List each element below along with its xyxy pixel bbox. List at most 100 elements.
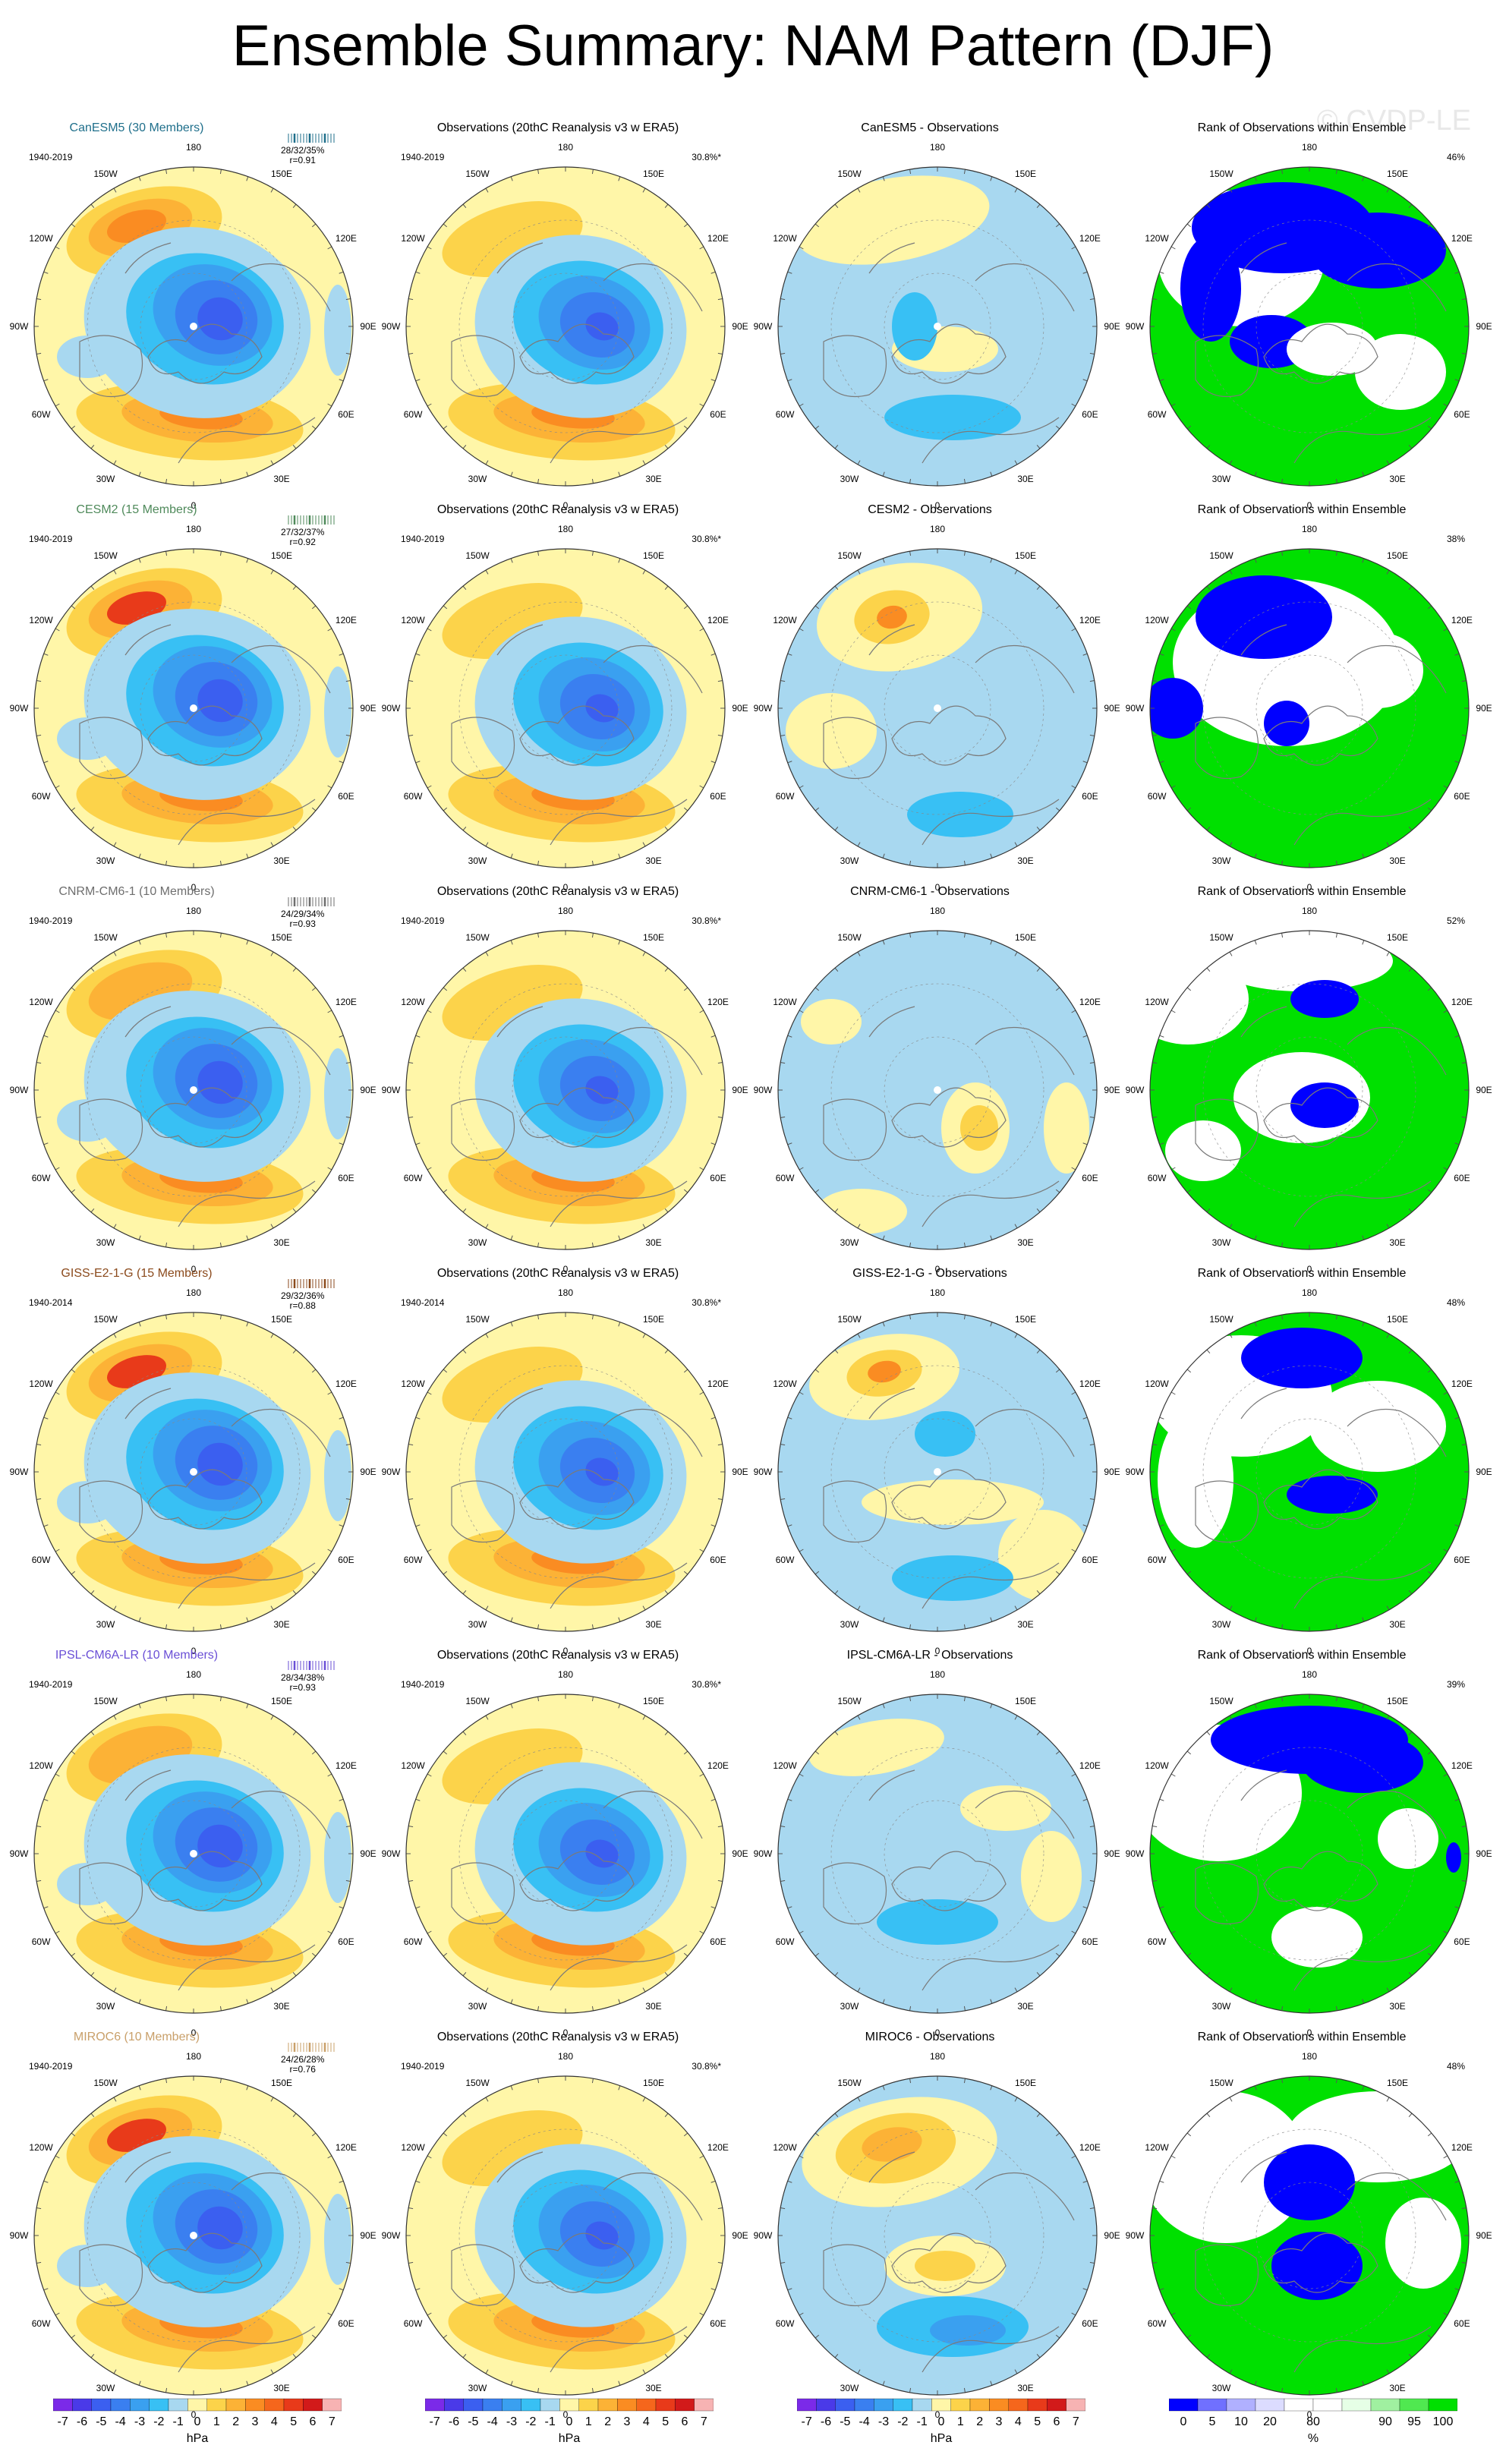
lon-label: 90E [1104,1085,1120,1095]
explained-variance: 30.8%* [692,1679,721,1690]
obs-polar-map [405,1312,726,1632]
obs-panel-cnrm-cm6-1: Observations (20thC Reanalysis v3 w ERA5… [372,885,748,1275]
lon-label: 180 [557,1287,574,1298]
lon-label: 150E [270,550,293,562]
lon-label: 180 [557,906,574,916]
member-range-strip [288,1279,335,1288]
lon-label: 90E [1476,321,1492,332]
pattern-correlation: r=0.88 [289,1300,316,1311]
pattern-correlation: r=0.93 [289,918,316,929]
member-range-strip [288,897,335,906]
lon-label: 120W [773,2142,797,2153]
lon-label: 60E [338,1936,354,1947]
lon-label: 150E [270,2078,293,2089]
lon-label: 30W [468,855,487,866]
period-label: 1940-2019 [401,1679,445,1690]
lon-label: 60E [1082,1936,1098,1947]
lon-label: 30W [96,473,115,484]
colorbar-tick: 80 [1306,2415,1320,2428]
lon-label: 0 [562,500,569,511]
lon-label: 60W [31,2318,51,2329]
lon-label: 0 [562,2409,569,2420]
lon-label: 120E [335,1379,357,1389]
colorbar-tick: 3 [251,2415,259,2428]
colorbar-tick: -5 [840,2415,851,2428]
lon-label: 60E [1454,2318,1470,2329]
lon-label: 120W [773,233,797,244]
model-polar-map [33,2075,354,2396]
lon-label: 30W [468,473,487,484]
lon-label: 30W [840,2000,859,2012]
diff-panel-title: CanESM5 - Observations [861,121,999,134]
lon-label: 60W [775,2318,795,2329]
lon-label: 30W [96,1618,115,1630]
obs-panel-title: Observations (20thC Reanalysis v3 w ERA5… [436,503,679,516]
lon-label: 180 [929,906,946,916]
lon-label: 150E [642,1314,665,1325]
lon-label: 150W [465,550,490,562]
lon-label: 90W [9,1085,29,1095]
rank-panel-cnrm-cm6-1: Rank of Observations within Ensemble 52% 1… [1116,885,1492,1275]
diff-panel-title: CESM2 - Observations [868,503,992,516]
diff-polar-map [777,1312,1098,1632]
rank-panel-title: Rank of Observations within Ensemble [1197,503,1407,516]
rank-polar-map [1149,2075,1470,2396]
colorbar-tick: -2 [525,2415,537,2428]
lon-label: 30W [840,473,859,484]
explained-variance: 30.8%* [692,1297,721,1308]
model-panel-title: MIROC6 (10 Members) [73,2031,200,2043]
lon-label: 60E [1454,1936,1470,1947]
lon-label: 60W [775,791,795,802]
lon-label: 150W [93,550,118,562]
lon-label: 120E [1451,1379,1473,1389]
colorbar-swatches [425,2398,714,2412]
obs-polar-map [405,1694,726,2014]
colorbar-tick: -1 [172,2415,184,2428]
lon-label: 150W [1209,169,1233,180]
lon-label: 60E [710,409,726,420]
lon-label: 90E [732,1085,748,1095]
lon-label: 150W [1209,2078,1233,2089]
model-polar-map [33,1694,354,2014]
lon-label: 30E [645,473,662,484]
lon-label: 150E [642,2078,665,2089]
lon-label: 90W [9,2230,29,2241]
colorbar-tick: 2 [976,2415,984,2428]
rank-panel-canesm5: Rank of Observations within Ensemble 46% 1… [1116,121,1492,511]
lon-label: 30W [468,1618,487,1630]
lon-label: 0 [191,500,197,511]
lon-label: 120W [29,1379,53,1389]
explained-variance: 30.8%* [692,152,721,162]
lon-label: 90W [753,1085,773,1095]
rank-panel-title: Rank of Observations within Ensemble [1197,2031,1407,2043]
period-label: 1940-2019 [29,1679,73,1690]
model-panel-title: GISS-E2-1-G (15 Members) [61,1267,213,1280]
colorbar-unit: hPa [558,2432,581,2445]
lon-label: 0 [1306,1264,1312,1275]
period-label: 1940-2019 [401,534,445,544]
colorbar-tick: -4 [115,2415,126,2428]
lon-label: 60E [338,409,354,420]
colorbar-tick: -5 [96,2415,107,2428]
colorbar-tick: 0 [1180,2415,1187,2428]
colorbar-tick: 0 [566,2415,573,2428]
lon-label: 60W [403,1555,423,1565]
explained-variance-range: 28/32/35% [281,145,325,156]
lon-label: 0 [934,2028,940,2038]
colorbar-tick: 4 [1014,2415,1022,2428]
colorbar-model: -7 -6 -5 -4 -3 -2 -1 0 1 2 3 4 5 6 7 hPa [53,2397,342,2450]
lon-label: 120W [401,2142,425,2153]
lon-label: 150E [1386,2078,1409,2089]
lon-label: 60E [1454,791,1470,802]
lon-label: 150W [93,2078,118,2089]
lon-label: 120E [1079,1760,1101,1771]
lon-label: 180 [557,1669,574,1680]
colorbar-tick: 2 [604,2415,612,2428]
pattern-correlation: r=0.91 [289,155,316,165]
lon-label: 30W [468,2000,487,2012]
lon-label: 0 [562,882,569,893]
lon-label: 90E [360,1848,376,1859]
diff-polar-map [777,2075,1098,2396]
explained-variance: 30.8%* [692,534,721,544]
lon-label: 120E [707,1379,729,1389]
